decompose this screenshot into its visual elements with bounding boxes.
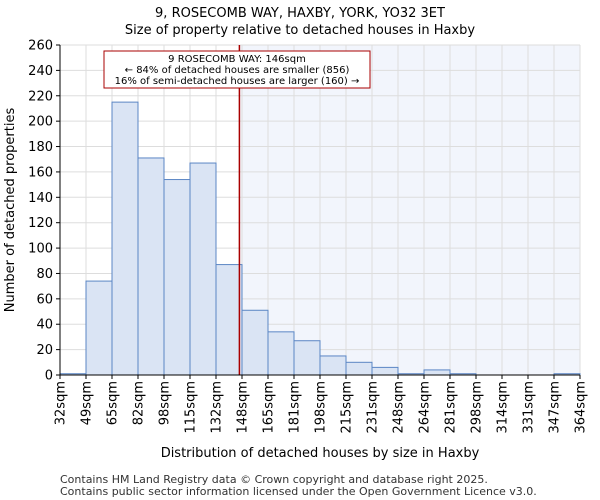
bar-264sqm [423, 369, 451, 376]
chart-title: 9, ROSECOMB WAY, HAXBY, YORK, YO32 3ET [155, 6, 445, 21]
bar-165sqm [267, 331, 295, 376]
footer-line-1: Contains HM Land Registry data © Crown c… [60, 473, 488, 486]
x-tick-label: 347sqm [548, 381, 563, 434]
x-tick-label: 364sqm [574, 381, 589, 434]
x-axis-label: Distribution of detached houses by size … [161, 446, 480, 461]
x-tick-label: 132sqm [210, 381, 225, 434]
bar-231sqm [371, 366, 399, 376]
highlight-region [239, 45, 580, 375]
footer-line-2: Contains public sector information licen… [60, 485, 537, 498]
bar-198sqm [319, 355, 347, 376]
x-tick-label: 264sqm [418, 381, 433, 434]
bar-98sqm [163, 179, 191, 376]
y-tick-labels: 0 20 40 60 80 100 120 140 160 180 200 220 240 260 [28, 39, 60, 384]
bar-65sqm [111, 101, 139, 376]
bar-181sqm [293, 340, 321, 376]
y-tick-label: 40 [36, 318, 53, 333]
bar-115sqm [189, 162, 217, 376]
y-tick-label: 160 [28, 165, 53, 180]
x-tick-label: 32sqm [54, 381, 69, 425]
x-tick-label: 198sqm [314, 381, 329, 434]
x-tick-label: 231sqm [366, 381, 381, 434]
x-tick-label: 248sqm [392, 381, 407, 434]
annotation-line-2: ← 84% of detached houses are smaller (85… [125, 65, 350, 76]
bar-132sqm [215, 264, 243, 376]
annotation-line-3: 16% of semi-detached houses are larger (… [115, 76, 360, 87]
x-tick-label: 215sqm [340, 381, 355, 434]
y-tick-label: 120 [28, 216, 53, 231]
bars [59, 101, 581, 376]
bar-82sqm [137, 157, 165, 376]
y-tick-label: 200 [28, 115, 53, 130]
y-tick-label: 80 [36, 267, 53, 282]
y-tick-label: 260 [28, 39, 53, 54]
x-tick-label: 314sqm [496, 381, 511, 434]
y-axis-label: Number of detached properties [3, 108, 18, 313]
x-tick-label: 98sqm [158, 381, 173, 425]
annotation-box: 9 ROSECOMB WAY: 146sqm ← 84% of detached… [103, 50, 371, 89]
y-tick-label: 60 [36, 292, 53, 307]
x-tick-label: 165sqm [262, 381, 277, 434]
x-tick-label: 49sqm [80, 381, 95, 425]
y-tick-label: 220 [28, 89, 53, 104]
chart-subtitle: Size of property relative to detached ho… [125, 23, 475, 38]
x-tick-labels: 32sqm 49sqm 65sqm 82sqm 98sqm 115sqm 132sqm 148… [54, 375, 589, 434]
x-tick-label: 65sqm [106, 381, 121, 425]
x-tick-label: 298sqm [470, 381, 485, 434]
x-tick-label: 181sqm [288, 381, 303, 434]
y-tick-label: 0 [45, 369, 53, 384]
y-tick-label: 20 [36, 343, 53, 358]
x-tick-label: 82sqm [132, 381, 147, 425]
annotation-box-frame [103, 50, 371, 89]
y-tick-label: 240 [28, 64, 53, 79]
bar-148sqm [241, 309, 269, 376]
y-tick-label: 140 [28, 191, 53, 206]
bar-49sqm [85, 280, 113, 376]
annotation-line-1: 9 ROSECOMB WAY: 146sqm [168, 54, 306, 65]
x-tick-label: 331sqm [522, 381, 537, 434]
x-tick-label: 148sqm [236, 381, 251, 434]
y-tick-label: 180 [28, 140, 53, 155]
x-tick-label: 281sqm [444, 381, 459, 434]
x-tick-label: 115sqm [184, 381, 199, 434]
y-tick-label: 100 [28, 242, 53, 257]
bar-215sqm [345, 361, 373, 376]
